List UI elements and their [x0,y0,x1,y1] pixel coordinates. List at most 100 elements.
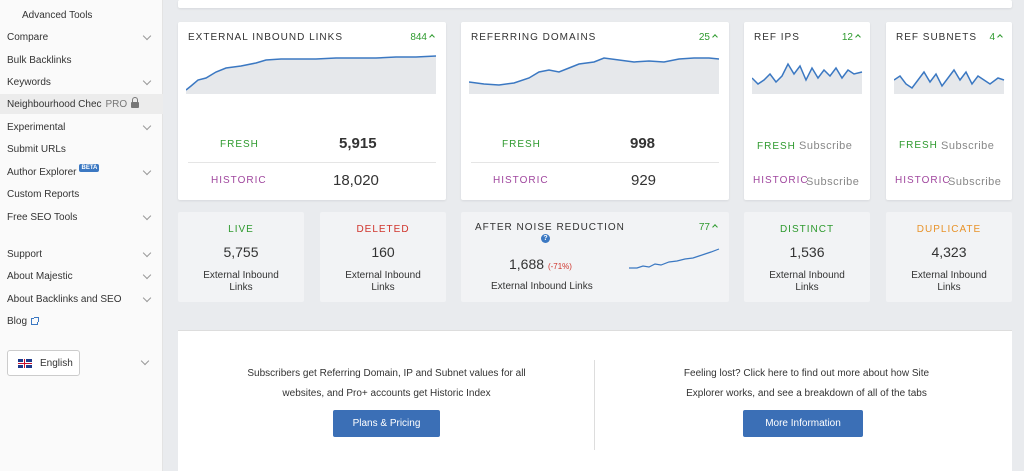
chevron-down-icon [142,293,152,303]
trend-badge: 77 [699,222,718,233]
external-link-icon [31,316,40,325]
fresh-label: FRESH [899,140,938,151]
card-title: REF SUBNETS [896,32,978,43]
ref-subnets-card: REF SUBNETS 4 FRESH Subscribe HISTORIC S… [886,22,1012,200]
stat-percent: (-71%) [547,262,572,271]
sidebar-item-label: Keywords [7,76,51,88]
sidebar-item-about-backlinks[interactable]: About Backlinks and SEO [0,289,163,309]
sidebar-item-neighbourhood-checker[interactable]: Neighbourhood Chec PRO [0,94,163,114]
sidebar-item-label: Custom Reports [7,188,80,200]
sidebar: Advanced Tools Compare Bulk Backlinks Ke… [0,0,163,471]
caret-up-icon [429,34,435,40]
help-info-text: Feeling lost? Click here to find out mor… [683,368,930,399]
sidebar-item-label: Submit URLs [7,143,66,155]
chevron-down-icon[interactable] [140,356,150,366]
card-title: REF IPS [754,32,800,43]
chevron-down-icon [142,166,152,176]
more-information-button[interactable]: More Information [743,410,863,437]
beta-badge: BETA [79,164,100,172]
sidebar-item-label: Experimental [7,121,66,133]
subscribe-link[interactable]: Subscribe [806,176,860,188]
sidebar-item-label: Advanced Tools [22,9,93,21]
chevron-down-icon [142,121,152,131]
sidebar-item-label: Support [7,248,43,260]
sidebar-item-label: Blog [7,315,28,327]
sidebar-item-advanced-tools[interactable]: Advanced Tools [0,5,163,25]
sidebar-item-custom-reports[interactable]: Custom Reports [0,184,163,204]
historic-label: HISTORIC [493,175,549,186]
chevron-down-icon [142,31,152,41]
sidebar-item-compare[interactable]: Compare [0,27,163,47]
sidebar-item-submit-urls[interactable]: Submit URLs [0,139,163,159]
divider [188,162,436,163]
sidebar-item-about-majestic[interactable]: About Majestic [0,266,163,286]
fresh-label: FRESH [757,141,796,152]
language-label: English [40,357,73,369]
sidebar-item-label: Author Explorer [7,166,77,178]
chevron-down-icon [142,211,152,221]
stat-desc: External Inbound Links [911,270,987,293]
language-selector[interactable]: English [7,350,80,376]
stat-desc: External Inbound Links [491,281,593,292]
card-title: EXTERNAL INBOUND LINKS [188,32,343,43]
historic-label: HISTORIC [895,175,951,186]
subscriber-info-text: Subscribers get Referring Domain, IP and… [247,368,526,399]
stat-label: DELETED [356,224,410,235]
sidebar-item-support[interactable]: Support [0,244,163,264]
caret-up-icon [712,34,718,40]
sidebar-item-label: Bulk Backlinks [7,54,72,66]
distinct-stat: DISTINCT 1,536 External Inbound Links [744,212,870,302]
stat-value: 1,688 (-71%) [509,256,572,272]
sidebar-item-blog[interactable]: Blog [0,311,163,331]
sparkline-chart [186,55,437,94]
pro-badge: PRO [105,98,128,110]
help-icon[interactable]: ? [541,234,550,243]
sidebar-item-keywords[interactable]: Keywords [0,72,163,92]
chevron-down-icon [142,270,152,280]
deleted-stat: DELETED 160 External Inbound Links [320,212,446,302]
trend-badge: 25 [699,32,718,43]
top-panel [178,0,1012,8]
plans-pricing-button[interactable]: Plans & Pricing [333,410,440,437]
lock-icon [131,97,140,108]
ref-ips-card: REF IPS 12 FRESH Subscribe HISTORIC Subs… [744,22,870,200]
fresh-value: 998 [630,135,656,152]
trend-badge: 4 [989,32,1003,43]
chevron-down-icon [142,248,152,258]
stat-label: LIVE [228,224,254,235]
duplicate-stat: DUPLICATE 4,323 External Inbound Links [886,212,1012,302]
sparkline-chart [894,68,1005,94]
historic-label: HISTORIC [753,175,809,186]
stat-value: 1,536 [789,244,825,260]
subscribe-link[interactable]: Subscribe [799,140,853,152]
info-panel [178,330,1012,471]
subscribe-link[interactable]: Subscribe [941,140,995,152]
divider [594,360,595,450]
stat-desc: External Inbound Links [769,270,845,293]
trend-badge: 12 [842,32,861,43]
sidebar-item-label: Neighbourhood Chec [7,98,102,110]
caret-up-icon [997,34,1003,40]
sidebar-item-bulk-backlinks[interactable]: Bulk Backlinks [0,50,163,70]
uk-flag-icon [18,358,32,368]
sidebar-item-experimental[interactable]: Experimental [0,117,163,137]
fresh-label: FRESH [220,139,259,150]
historic-label: HISTORIC [211,175,267,186]
live-stat: LIVE 5,755 External Inbound Links [178,212,304,302]
caret-up-icon [712,224,718,230]
sidebar-item-label: Free SEO Tools [7,211,78,223]
sparkline-chart [752,62,863,94]
stat-desc: External Inbound Links [203,270,279,293]
referring-domains-card: REFERRING DOMAINS 25 FRESH 998 HISTORIC … [461,22,729,200]
historic-value: 929 [631,172,657,189]
sidebar-item-label: About Majestic [7,270,73,282]
sidebar-item-author-explorer[interactable]: Author Explorer BETA [0,162,163,182]
subscribe-link[interactable]: Subscribe [948,176,1002,188]
sidebar-item-free-seo-tools[interactable]: Free SEO Tools [0,207,163,227]
fresh-label: FRESH [502,139,541,150]
historic-value: 18,020 [333,172,379,189]
stat-value: 160 [371,244,395,260]
stat-desc: External Inbound Links [345,270,421,293]
noise-reduction-stat: AFTER NOISE REDUCTION 77 ? 1,688 (-71%) … [461,212,729,302]
sidebar-item-label: About Backlinks and SEO [7,293,122,305]
